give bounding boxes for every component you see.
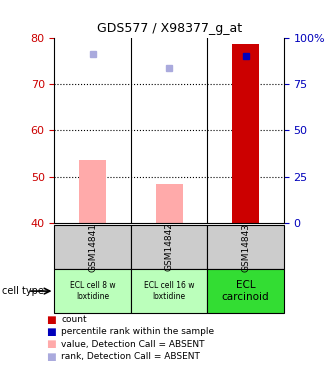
Text: rank, Detection Call = ABSENT: rank, Detection Call = ABSENT	[61, 352, 200, 361]
Text: percentile rank within the sample: percentile rank within the sample	[61, 327, 214, 336]
Text: ■: ■	[46, 339, 56, 349]
Bar	[207, 225, 284, 269]
Text: ECL cell 16 w
loxtidine: ECL cell 16 w loxtidine	[144, 281, 194, 301]
Bar	[232, 45, 259, 223]
Bar	[79, 160, 106, 223]
Text: ECL cell 8 w
loxtidine: ECL cell 8 w loxtidine	[70, 281, 115, 301]
Text: ECL
carcinoid: ECL carcinoid	[222, 280, 269, 302]
Text: GSM14841: GSM14841	[88, 222, 97, 272]
Text: ■: ■	[46, 315, 56, 324]
Text: cell type: cell type	[2, 286, 44, 296]
Title: GDS577 / X98377_g_at: GDS577 / X98377_g_at	[97, 22, 242, 35]
Bar	[131, 225, 207, 269]
Text: value, Detection Call = ABSENT: value, Detection Call = ABSENT	[61, 340, 205, 349]
Text: ■: ■	[46, 352, 56, 362]
Text: GSM14842: GSM14842	[165, 223, 174, 272]
Bar	[131, 269, 207, 313]
Bar	[207, 269, 284, 313]
Bar	[54, 269, 131, 313]
Text: GSM14843: GSM14843	[241, 222, 250, 272]
Bar	[54, 225, 131, 269]
Text: ■: ■	[46, 327, 56, 337]
Bar	[156, 184, 182, 223]
Text: count: count	[61, 315, 87, 324]
